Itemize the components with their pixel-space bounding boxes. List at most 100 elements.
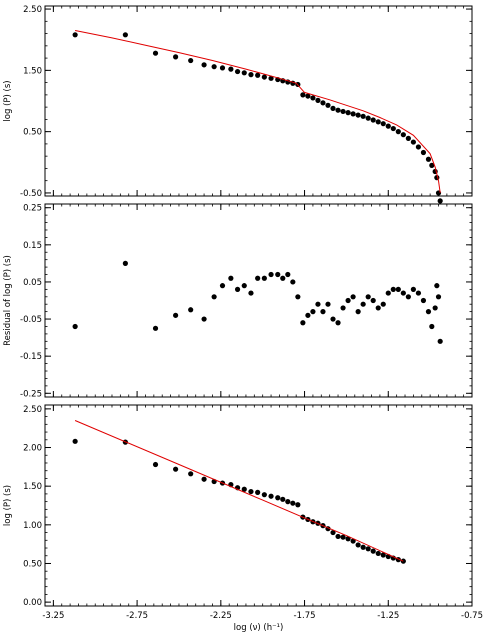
y-tick-label: 0.15 [23, 241, 42, 251]
data-point [360, 301, 366, 307]
data-point [400, 132, 406, 138]
y-tick-label: 0.00 [23, 598, 42, 608]
data-point [234, 68, 241, 75]
data-point [435, 294, 442, 300]
y-axis-label: log (P) (s) [3, 80, 13, 121]
x-tick-label: -1.75 [294, 611, 316, 621]
data-point [325, 102, 331, 108]
data-point [228, 66, 234, 72]
data-point [188, 307, 194, 313]
data-point [395, 129, 401, 135]
data-point [365, 115, 371, 121]
data-point [390, 286, 396, 292]
data-point [173, 466, 179, 472]
data-point [255, 489, 261, 495]
data-point [72, 323, 78, 330]
data-point [315, 301, 321, 307]
data-point [152, 50, 159, 56]
data-point [305, 312, 311, 318]
data-point [300, 92, 306, 98]
y-tick-label: -0.15 [20, 352, 42, 362]
data-point [400, 290, 406, 296]
data-point [365, 546, 371, 552]
data-point [432, 305, 438, 311]
data-point [385, 290, 391, 296]
chart-panel-2: -0.25 -0.15 -0.05 0.05 0.15 0.25 Residual of l… [3, 203, 473, 399]
data-point [228, 275, 234, 281]
y-tick-label: -0.05 [20, 315, 42, 325]
data-point [241, 486, 247, 492]
data-point [437, 198, 443, 204]
data-point [285, 499, 291, 505]
data-point [211, 294, 217, 300]
data-point [410, 286, 416, 292]
plot-frame [44, 5, 473, 197]
data-point [420, 149, 427, 156]
data-point [201, 62, 207, 68]
data-point [425, 156, 432, 162]
x-tick-label: -3.25 [42, 611, 64, 621]
data-point [219, 65, 226, 71]
data-point [330, 316, 336, 322]
data-point [201, 476, 207, 482]
data-point [405, 294, 411, 300]
data-point [325, 301, 331, 307]
data-point [173, 54, 179, 60]
data-point [234, 286, 241, 292]
data-point [268, 75, 274, 81]
data-point [395, 286, 401, 292]
data-point [385, 123, 391, 129]
data-point [335, 107, 341, 113]
plot-frame [44, 404, 473, 607]
y-tick-label: -0.25 [20, 389, 42, 399]
y-tick-label: 2.00 [23, 444, 42, 454]
data-point [360, 544, 366, 550]
data-point [290, 500, 296, 506]
data-point [261, 74, 267, 80]
data-point [370, 297, 376, 304]
data-point [415, 290, 422, 296]
data-point [415, 144, 422, 150]
data-point [211, 64, 217, 70]
data-point [315, 97, 321, 103]
data-point [345, 297, 351, 304]
x-tick-label: -2.25 [210, 611, 232, 621]
data-point [255, 275, 261, 281]
chart-panel-1: -0.50 0.50 1.50 2.50 log (P) (s) [3, 5, 473, 204]
data-point [255, 72, 261, 78]
x-tick-label: -1.25 [377, 611, 399, 621]
data-point [335, 320, 341, 326]
data-point [350, 294, 356, 300]
y-tick-label: 1.50 [23, 66, 42, 76]
data-point [188, 471, 194, 477]
data-point [152, 461, 159, 468]
data-point [268, 493, 274, 499]
data-point [280, 275, 286, 281]
data-point [429, 162, 435, 168]
data-point [340, 305, 346, 311]
data-point [370, 548, 376, 554]
data-point [425, 309, 432, 315]
fit-line [74, 420, 404, 562]
data-point [261, 275, 267, 281]
data-point [248, 72, 254, 78]
x-axis-label: log (ν) (h⁻¹) [234, 623, 284, 633]
data-point [380, 552, 386, 558]
data-point [437, 338, 443, 344]
data-point [219, 283, 226, 289]
data-point [330, 529, 336, 536]
data-point [201, 316, 207, 322]
data-point [380, 301, 386, 307]
data-point [122, 260, 128, 266]
y-tick-label: 2.50 [23, 405, 42, 415]
data-point [370, 117, 376, 123]
y-tick-label: 0.25 [23, 204, 42, 214]
data-point [295, 294, 301, 300]
data-point [173, 312, 179, 318]
data-point [290, 279, 296, 285]
data-point [410, 139, 416, 145]
x-tick-label: -0.75 [461, 611, 483, 621]
data-point [375, 305, 381, 311]
data-point [310, 309, 316, 315]
data-point [330, 105, 336, 111]
